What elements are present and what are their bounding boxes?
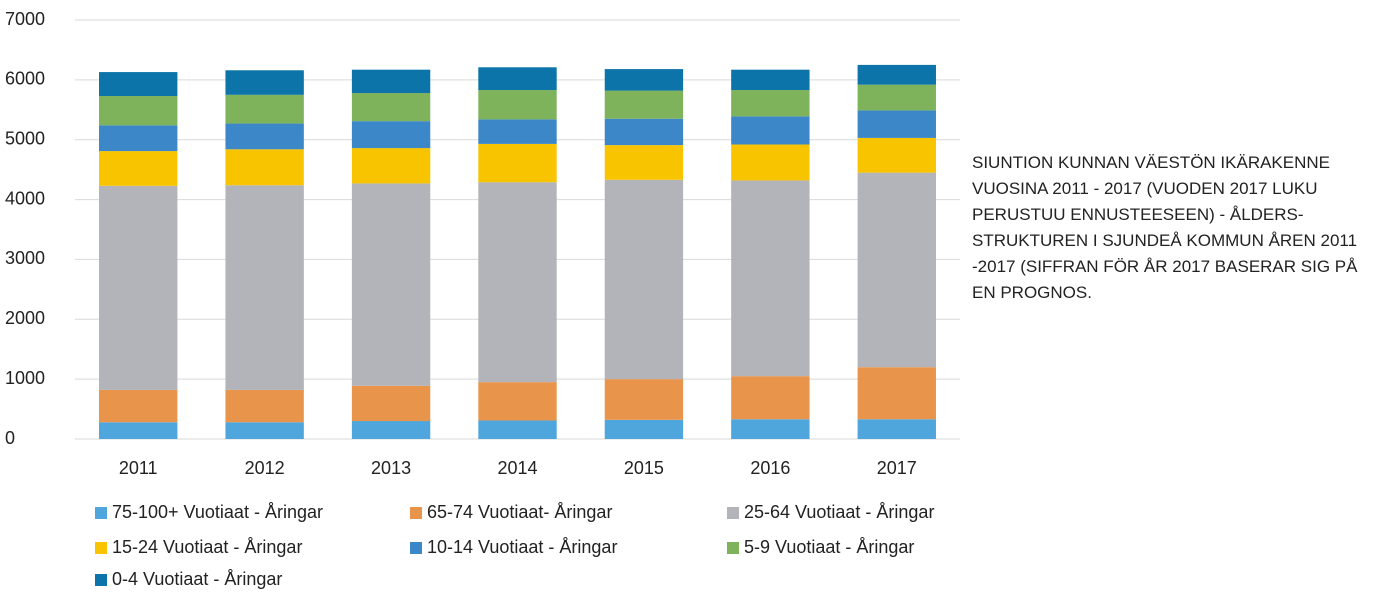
bar-segment <box>478 182 557 383</box>
legend-label: 75-100+ Vuotiaat - Åringar <box>112 502 323 522</box>
legend-label: 0-4 Vuotiaat - Åringar <box>112 569 282 589</box>
bar-segment <box>478 119 557 144</box>
bar-segment <box>478 90 557 120</box>
bar-segment <box>731 180 810 377</box>
y-tick-label: 5000 <box>5 128 45 148</box>
legend-label: 25-64 Vuotiaat - Åringar <box>744 502 934 522</box>
bar-segment <box>225 70 304 95</box>
bar-segment <box>857 172 936 368</box>
bar-segment <box>857 84 936 111</box>
bar-segment <box>351 93 431 122</box>
bar-segment <box>478 143 557 183</box>
x-tick-label: 2017 <box>877 458 917 478</box>
legend-swatch <box>410 507 422 519</box>
bar-segment <box>225 185 304 390</box>
bar-segment <box>99 422 178 439</box>
bar-segment <box>857 419 936 439</box>
bar-segment <box>351 183 431 386</box>
bar-segment <box>857 367 936 420</box>
bar-segment <box>351 421 431 439</box>
bar-segment <box>604 118 684 146</box>
bar-segment <box>225 123 304 150</box>
bar-segment <box>225 94 304 124</box>
bar-segment <box>731 376 810 420</box>
bar-segment <box>225 149 304 186</box>
bar-segment <box>99 151 178 186</box>
legend-label: 5-9 Vuotiaat - Åringar <box>744 537 914 557</box>
bar-segment <box>99 389 178 423</box>
legend-label: 65-74 Vuotiaat- Åringar <box>427 502 612 522</box>
bar-segment <box>731 144 810 181</box>
bar-segment <box>604 90 684 119</box>
legend-swatch <box>95 574 107 586</box>
bar-segment <box>99 125 178 152</box>
bar-segment <box>99 96 178 126</box>
bar-segment <box>351 121 431 149</box>
bar-segment <box>604 379 684 420</box>
bar-segment <box>731 116 810 145</box>
legend-label: 10-14 Vuotiaat - Åringar <box>427 537 617 557</box>
bar-segment <box>351 69 431 94</box>
bar-segment <box>731 90 810 117</box>
bar-segment <box>225 389 304 423</box>
x-tick-label: 2011 <box>119 458 158 478</box>
legend-label: 15-24 Vuotiaat - Åringar <box>112 537 302 557</box>
bar-segment <box>478 382 557 421</box>
y-tick-label: 2000 <box>5 308 45 328</box>
bar-segment <box>604 179 684 380</box>
bar-segment <box>604 69 684 91</box>
x-tick-label: 2014 <box>497 458 537 478</box>
legend-swatch <box>727 542 739 554</box>
legend-swatch <box>95 507 107 519</box>
y-tick-label: 3000 <box>5 248 45 268</box>
bar-segment <box>604 145 684 180</box>
bar-segment <box>351 385 431 422</box>
bar-segment <box>225 422 304 439</box>
x-tick-label: 2016 <box>750 458 790 478</box>
x-tick-label: 2015 <box>624 458 664 478</box>
x-tick-label: 2012 <box>245 458 285 478</box>
bar-segment <box>604 419 684 439</box>
bar-segment <box>731 419 810 439</box>
bar-segment <box>731 69 810 91</box>
legend-swatch <box>727 507 739 519</box>
y-tick-label: 1000 <box>5 368 45 388</box>
y-tick-label: 0 <box>5 428 15 448</box>
bar-segment <box>478 67 557 91</box>
bar-segment <box>99 72 178 97</box>
bar-segment <box>857 137 936 173</box>
bar-segment <box>351 148 431 184</box>
chart-title: SIUNTION KUNNAN VÄESTÖN IKÄRAKENNE VUOSI… <box>972 153 1358 302</box>
bar-segment <box>857 110 936 138</box>
x-tick-label: 2013 <box>371 458 411 478</box>
bar-segment <box>857 64 936 85</box>
legend-swatch <box>95 542 107 554</box>
y-tick-label: 6000 <box>5 69 45 89</box>
legend-swatch <box>410 542 422 554</box>
y-tick-label: 4000 <box>5 188 45 208</box>
bar-segment <box>478 420 557 439</box>
bar-segment <box>99 185 178 390</box>
y-tick-label: 7000 <box>5 9 45 29</box>
